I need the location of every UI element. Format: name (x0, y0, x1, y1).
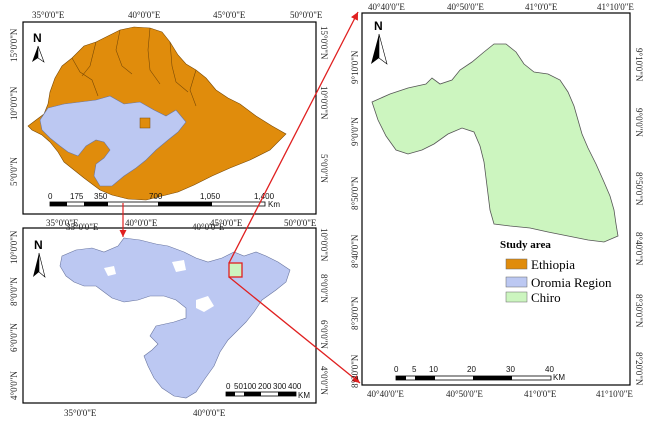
panel-b-top-tick-1: 40°0'0"E (192, 222, 225, 232)
legend-label-ethiopia: Ethiopia (531, 257, 575, 272)
legend-label-oromia: Oromia Region (531, 275, 612, 290)
chiro-district-shape (371, 43, 619, 243)
panel-c-top-tick-1: 40°50'0"E (447, 2, 484, 12)
panel-b-right-tick-1: 8°0'0"N (319, 274, 329, 303)
panel-a-right-tick-1: 10°0'0"N (319, 86, 329, 120)
panel-chiro: N Study area Ethiopia Oromia Region Chir… (350, 2, 644, 399)
north-arrow-a: N (32, 31, 45, 63)
scale-bar-a: 0 175 350 700 1,050 1,400 Km (48, 192, 280, 209)
connector-arrow-b-to-c-top (228, 11, 359, 264)
legend: Study area Ethiopia Oromia Region Chiro (500, 239, 612, 305)
scale-c-unit: KM (553, 373, 565, 382)
panel-a-right-tick-0: 15°0'0"N (319, 26, 329, 60)
scale-a-label-2: 350 (94, 192, 108, 201)
north-arrow-b: N (33, 238, 46, 278)
panel-b-left-tick-1: 8°0'0"N (9, 277, 19, 306)
scale-c-label-5: 40 (545, 365, 554, 374)
panel-a-left-tick-0: 15°0'0"N (9, 28, 19, 62)
panel-c-top-tick-3: 41°10'0"E (597, 2, 634, 12)
scale-c-label-2: 10 (429, 365, 438, 374)
north-arrow-c: N (371, 19, 388, 65)
panel-a-bottom-tick-3: 50°0'0"E (284, 218, 317, 228)
scale-a-label-4: 1,050 (200, 192, 221, 201)
panel-a-left-tick-2: 5°0'0"N (9, 157, 19, 186)
panel-b-left-tick-2: 6°0'0"N (9, 323, 19, 352)
panel-a-top-tick-1: 40°0'0"E (128, 10, 161, 20)
connector-arrow-b-to-c-bottom (228, 276, 361, 384)
oromia-enclave (139, 117, 151, 129)
panel-c-left-tick-1: 9°0'0"N (350, 117, 360, 146)
panel-c-bottom-tick-1: 40°50'0"E (446, 389, 483, 399)
panel-c-left-tick-5: 8°20'0"N (350, 354, 360, 388)
panel-c-right-tick-4: 8°30'0"N (634, 294, 644, 328)
panel-c-top-tick-2: 41°0'0"E (525, 2, 558, 12)
panel-c-top-tick-0: 40°40'0"E (368, 2, 405, 12)
panel-c-right-tick-5: 8°20'0"N (634, 352, 644, 386)
panel-b-top-tick-0: 35°0'0"E (66, 222, 99, 232)
oromia-gap-2 (172, 260, 186, 272)
panel-b-left-tick-3: 4°0'0"N (9, 371, 19, 400)
scale-b-label-3: 200 (258, 382, 272, 391)
scale-c-label-4: 30 (506, 365, 515, 374)
panel-c-left-tick-3: 8°40'0"N (350, 234, 360, 268)
panel-a-top-tick-3: 50°0'0"E (290, 10, 323, 20)
panel-a-top-tick-0: 35°0'0"E (32, 10, 65, 20)
legend-label-chiro: Chiro (531, 290, 561, 305)
panel-a-right-tick-2: 5°0'0"N (319, 154, 329, 183)
ethiopia-region-borders (71, 27, 197, 107)
scale-b-label-2: 100 (243, 382, 257, 391)
scale-b-label-5: 400 (288, 382, 302, 391)
panel-a-top-tick-2: 45°0'0"E (213, 10, 246, 20)
legend-title: Study area (500, 239, 551, 251)
panel-c-left-tick-4: 8°30'0"N (350, 296, 360, 330)
panel-c-left-tick-2: 8°50'0"N (350, 176, 360, 210)
scale-bar-b: 0 50 100 200 300 400 KM (225, 382, 310, 400)
scale-a-label-3: 700 (149, 192, 163, 201)
legend-swatch-ethiopia (505, 258, 528, 270)
legend-swatch-oromia (505, 276, 528, 288)
panel-c-left-tick-0: 9°10'0"N (350, 50, 360, 84)
panel-c-bottom-tick-2: 41°0'0"E (524, 389, 557, 399)
panel-b-right-tick-2: 6°0'0"N (319, 320, 329, 349)
scale-a-label-1: 175 (70, 192, 84, 201)
panel-a-bottom-tick-1: 40°0'0"E (125, 218, 158, 228)
panel-oromia: N 0 50 100 200 300 400 KM 35°0'0"E 40°0'… (9, 222, 329, 418)
panel-c-right-tick-3: 8°40'0"N (634, 232, 644, 266)
panel-ethiopia: N 0 175 350 700 1,050 1,400 Km 35°0'0"E … (9, 10, 329, 228)
panel-c-bottom-tick-3: 41°10'0"E (596, 389, 633, 399)
scale-c-label-0: 0 (394, 365, 399, 374)
north-label-b: N (34, 238, 43, 252)
north-label-a: N (33, 31, 42, 45)
scale-c-label-1: 5 (412, 365, 417, 374)
scale-a-label-5: 1,400 (254, 192, 275, 201)
study-area-highlight-box (228, 262, 243, 278)
panel-c-right-tick-0: 9°10'0"N (634, 48, 644, 82)
legend-swatch-chiro (505, 291, 528, 303)
panel-c-bottom-tick-0: 40°40'0"E (367, 389, 404, 399)
panel-c-right-tick-2: 8°50'0"N (634, 172, 644, 206)
panel-b-bottom-tick-1: 40°0'0"E (193, 408, 226, 418)
scale-a-unit: Km (268, 200, 280, 209)
north-label-c: N (374, 19, 383, 33)
panel-a-bottom-tick-0: 35°0'0"E (46, 218, 79, 228)
panel-b-left-tick-0: 10°0'0"N (9, 230, 19, 264)
scale-a-label-0: 0 (48, 192, 53, 201)
scale-c-label-3: 20 (467, 365, 476, 374)
panel-b-bottom-tick-0: 35°0'0"E (64, 408, 97, 418)
panel-a-bottom-tick-2: 45°0'0"E (210, 218, 243, 228)
panel-a-left-tick-1: 10°0'0"N (9, 86, 19, 120)
scale-b-label-0: 0 (226, 382, 231, 391)
panel-b-right-tick-0: 10°0'0"N (319, 228, 329, 262)
panel-c-right-tick-1: 9°0'0"N (634, 108, 644, 137)
oromia-gap-1 (104, 266, 116, 276)
panel-b-right-tick-3: 4°0'0"N (319, 366, 329, 395)
oromia-gap-3 (196, 296, 214, 312)
oromia-region-shape (59, 237, 291, 399)
scale-b-unit: KM (298, 391, 310, 400)
scale-b-label-4: 300 (273, 382, 287, 391)
scale-bar-c: 0 5 10 20 30 40 KM (394, 365, 565, 382)
scale-b-label-1: 50 (234, 382, 243, 391)
